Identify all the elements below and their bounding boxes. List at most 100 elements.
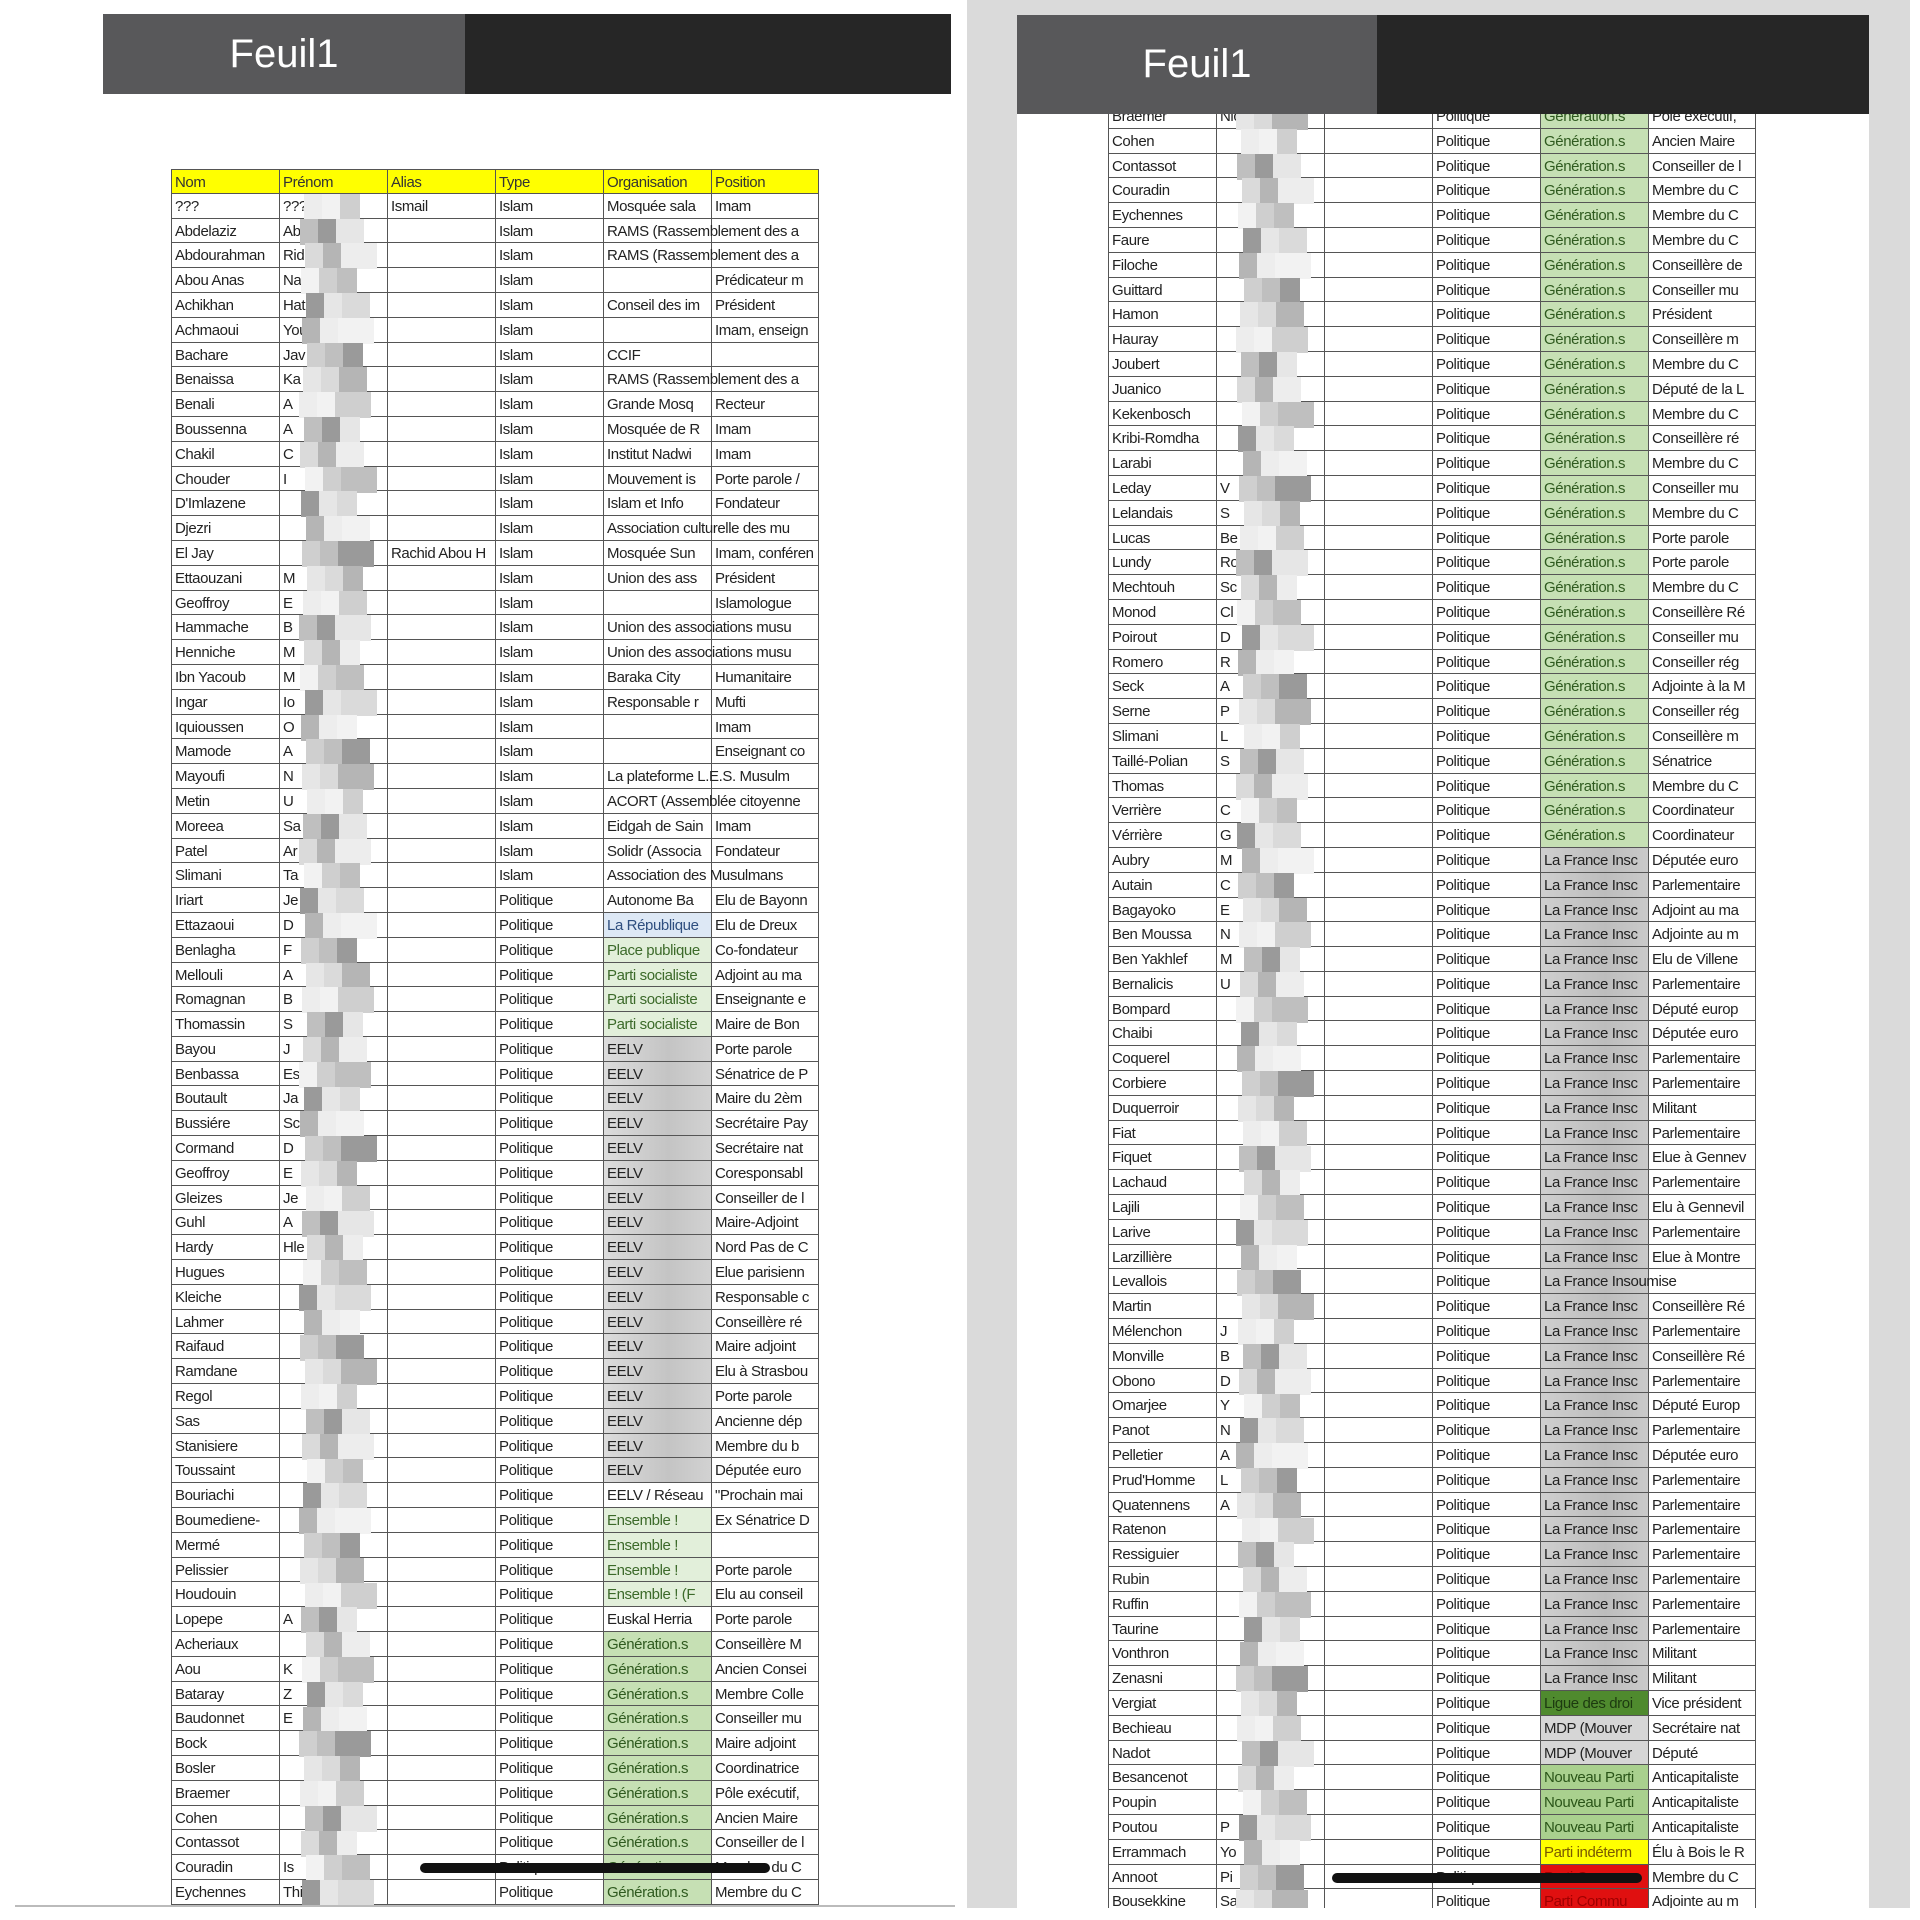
cell-organisation[interactable]: Génération.s [1540,327,1648,351]
cell-organisation[interactable]: La France Insc [1540,872,1648,897]
cell-organisation[interactable]: Association culturelle des mu [603,516,790,540]
cell-prenom[interactable]: M [1216,847,1324,872]
cell-alias[interactable] [387,640,495,664]
cell-prenom[interactable]: Ro [1216,550,1324,575]
cell-organisation[interactable]: Génération.s [1540,798,1648,823]
cell-position[interactable]: Membre du C [1648,351,1756,376]
cell-organisation[interactable]: Grande Mosq [603,392,711,416]
cell-position[interactable]: Elue à Montre [1648,1244,1756,1269]
cell-organisation[interactable]: MDP (Mouver [1540,1740,1648,1765]
cell-organisation[interactable]: Union des ass [603,565,711,590]
cell-type[interactable]: Politique [495,1681,603,1706]
cell-alias[interactable] [1324,798,1432,823]
cell-nom[interactable]: Moreea [171,813,279,838]
cell-nom[interactable]: Eychennes [1108,203,1216,227]
cell-position[interactable]: Député Europ [1648,1393,1756,1418]
cell-alias[interactable] [1324,773,1432,798]
cell-alias[interactable] [1324,1864,1432,1889]
cell-nom[interactable]: Romagnan [171,987,279,1012]
cell-alias[interactable] [387,1607,495,1632]
cell-nom[interactable]: Aou [171,1656,279,1681]
cell-nom[interactable]: Iriart [171,888,279,912]
cell-prenom[interactable]: K [279,1656,387,1681]
cell-alias[interactable] [387,615,495,640]
cell-alias[interactable] [387,962,495,987]
cell-alias[interactable] [387,714,495,739]
cell-nom[interactable]: Obono [1108,1368,1216,1393]
cell-type[interactable]: Politique [1432,872,1540,897]
cell-prenom[interactable]: M [1216,947,1324,971]
cell-organisation[interactable]: Institut Nadwi [603,441,711,466]
cell-type[interactable]: Politique [1432,351,1540,376]
column-header-nom[interactable]: Nom [171,170,279,193]
cell-position[interactable]: Élu à Bois le R [1648,1839,1756,1864]
cell-prenom[interactable]: I [279,466,387,491]
cell-organisation[interactable]: Génération.s [1540,475,1648,500]
cell-alias[interactable] [1324,525,1432,550]
cell-type[interactable]: Politique [1432,1492,1540,1517]
cell-type[interactable]: Politique [495,1408,603,1433]
cell-organisation[interactable]: Génération.s [1540,748,1648,773]
cell-organisation[interactable]: La France Insc [1540,1641,1648,1666]
cell-organisation[interactable]: Génération.s [1540,674,1648,699]
cell-position[interactable]: Conseillère M [711,1632,819,1656]
cell-position[interactable]: Porte parole [1648,550,1756,575]
cell-alias[interactable] [1324,1219,1432,1244]
cell-position[interactable]: Sénatrice de P [711,1061,819,1086]
cell-nom[interactable]: Bataray [171,1681,279,1706]
cell-prenom[interactable]: A [279,416,387,441]
cell-prenom[interactable] [1216,1195,1324,1219]
cell-type[interactable]: Politique [1432,699,1540,723]
cell-prenom[interactable] [279,540,387,565]
cell-organisation[interactable]: La France Insc [1540,1368,1648,1393]
cell-organisation[interactable]: EELV [603,1433,711,1458]
cell-alias[interactable] [1324,1244,1432,1269]
cell-type[interactable]: Politique [1432,1046,1540,1071]
cell-position[interactable]: Parlementaire [1648,1567,1756,1591]
cell-prenom[interactable] [1216,773,1324,798]
cell-position[interactable]: Imam [711,441,819,466]
cell-organisation[interactable]: Mosquée sala [603,193,711,218]
cell-type[interactable]: Politique [495,1582,603,1607]
cell-alias[interactable] [1324,1195,1432,1219]
column-header-organisation[interactable]: Organisation [603,170,711,193]
cell-position[interactable]: Député de la L [1648,376,1756,401]
cell-type[interactable]: Politique [1432,1071,1540,1095]
cell-prenom[interactable] [279,1433,387,1458]
cell-position[interactable]: Maire-Adjoint [711,1210,819,1235]
cell-type[interactable]: Politique [1432,475,1540,500]
cell-organisation[interactable]: EELV [603,1384,711,1408]
cell-prenom[interactable]: D [279,1136,387,1160]
cell-prenom[interactable]: L [1216,723,1324,748]
cell-type[interactable]: Islam [495,640,603,664]
cell-nom[interactable]: Chaibi [1108,1021,1216,1046]
cell-organisation[interactable]: ACORT (Assemblée citoyenne [603,788,801,813]
cell-type[interactable]: Islam [495,268,603,292]
cell-type[interactable]: Islam [495,516,603,540]
cell-prenom[interactable]: C [279,441,387,466]
cell-type[interactable]: Politique [495,1731,603,1755]
cell-prenom[interactable]: A [279,1210,387,1235]
cell-organisation[interactable]: La France Insc [1540,1393,1648,1418]
cell-type[interactable]: Politique [1432,1616,1540,1641]
cell-alias[interactable] [1324,1492,1432,1517]
cell-nom[interactable]: Chakil [171,441,279,466]
cell-alias[interactable] [387,1136,495,1160]
cell-type[interactable]: Politique [1432,128,1540,153]
cell-alias[interactable] [1324,723,1432,748]
cell-organisation[interactable]: La France Insc [1540,1021,1648,1046]
cell-prenom[interactable]: A [279,739,387,764]
cell-nom[interactable]: D'Imlazene [171,491,279,516]
cell-organisation[interactable]: La France Insc [1540,1666,1648,1690]
cell-prenom[interactable]: N [1216,1418,1324,1443]
cell-type[interactable]: Politique [495,1879,603,1904]
cell-prenom[interactable]: Sc [279,1111,387,1136]
cell-alias[interactable] [1324,996,1432,1021]
cell-type[interactable]: Politique [495,1756,603,1780]
cell-position[interactable]: Maire adjoint [711,1334,819,1359]
cell-organisation[interactable]: La France Insc [1540,1567,1648,1591]
cell-prenom[interactable] [279,1731,387,1755]
cell-nom[interactable]: Taillé-Polian [1108,748,1216,773]
cell-type[interactable]: Politique [1432,1095,1540,1120]
cell-prenom[interactable]: Ar [279,838,387,863]
